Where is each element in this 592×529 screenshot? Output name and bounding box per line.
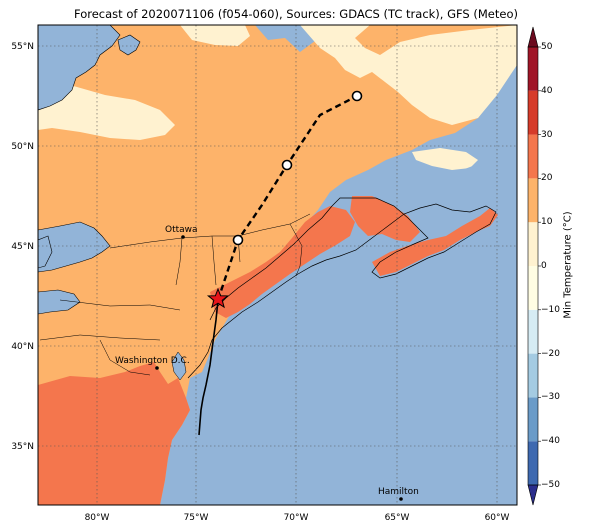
colorbar-segment [528,47,538,91]
map-frame [37,24,518,506]
gulf-st-lawrence [340,160,490,232]
colorbar [527,26,541,506]
washington-marker [155,366,159,370]
colorbar-extend-bottom [527,484,539,506]
lat-tick-45: 45°N [11,242,34,252]
lat-tick-35: 35°N [11,442,34,452]
colorbar-tick-label: 20 [541,173,553,184]
lake-huron [38,235,53,269]
land-0-10-region [300,25,517,125]
colorbar-segment [528,134,538,179]
colorbar-tick-label: 40 [541,85,553,96]
colorbar-segment [528,441,538,485]
city-label-ottawa: Ottawa [165,225,198,235]
lake-ontario [38,221,111,273]
colorbar-segment [528,178,538,223]
hamilton-marker [399,497,403,501]
colorbar-segment [528,90,538,135]
colorbar-tick-label: 50 [541,42,553,52]
state-borders [39,213,311,376]
colorbar-label: Min Temperature (°C) [562,211,574,319]
track-point-2 [281,159,293,171]
colorbar-segment [528,353,538,398]
lon-tick-75w: 75°W [184,513,209,523]
colorbar-tick-label: −30 [541,392,560,403]
colorbar-tick-label: −20 [541,348,560,359]
colorbar-tick-label: −50 [541,480,560,490]
map-title: Forecast of 2020071106 (f054-060), Sourc… [74,7,518,21]
colorbar-tick-label: 0 [541,261,547,271]
city-label-washington: Washington D.C. [115,356,190,366]
land-0-10-region-west [38,85,175,140]
tc-track-forecast [216,94,358,301]
colorbar-segment [528,309,538,354]
coastline [187,197,497,379]
city-label-hamilton: Hamilton [378,487,419,497]
current-position-star-icon [206,287,230,309]
land-20-30-northeast [210,206,355,318]
colorbar-tick-label: 10 [541,217,553,228]
graticule [38,25,517,505]
colorbar-segment [528,266,538,310]
land-0-10-region-nw [180,25,250,46]
lake-erie [38,289,81,315]
lon-tick-70w: 70°W [284,513,309,523]
lat-tick-40: 40°N [11,342,34,352]
chesapeake-bay [171,351,187,381]
colorbar-tick-label: −10 [541,304,560,315]
land-20-30-maritimes [350,196,498,276]
colorbar-segment [528,397,538,442]
land-0-10-peninsula [412,148,478,170]
track-point-1 [232,234,244,246]
colorbar-extend-top [527,26,539,48]
tc-track-past [198,299,219,436]
colorbar-segment [528,222,538,266]
lat-tick-55: 55°N [11,42,34,52]
colorbar-tick-label: 30 [541,129,553,140]
lat-tick-50: 50°N [11,142,34,152]
ottawa-marker [181,235,185,239]
lon-tick-80w: 80°W [85,513,110,523]
track-point-3 [351,90,363,102]
james-bay [117,34,141,56]
lon-tick-60w: 60°W [485,513,510,523]
lon-tick-65w: 65°W [385,513,410,523]
land-20-30-coastal [38,362,190,505]
colorbar-tick-label: −40 [541,436,560,447]
